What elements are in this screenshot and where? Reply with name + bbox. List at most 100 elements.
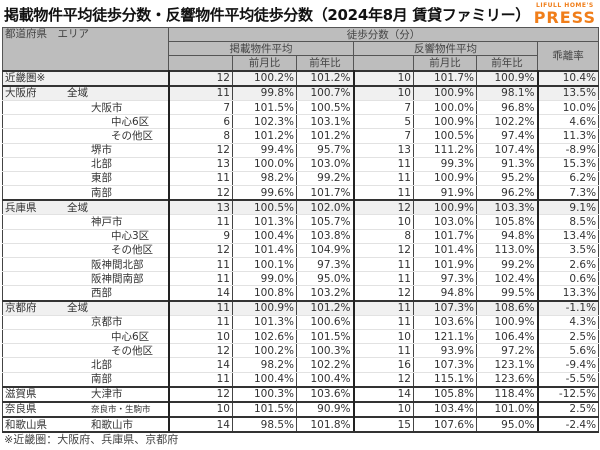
area-cell: 南部 [2,372,170,388]
response-yoy-cell: 99.5% [476,285,539,302]
listed-mom-cell: 99.8% [232,84,297,101]
listed-yoy-cell: 102.0% [296,199,355,216]
area-name: 大津市 [91,388,123,401]
area-name: 大阪市 [91,101,123,114]
listed-count-cell: 8 [168,128,233,144]
listed-mom-cell: 101.2% [232,128,297,144]
area-name: 北部 [91,358,112,371]
area-name: 中心6区 [111,330,150,343]
response-count-cell: 11 [353,157,414,172]
listed-mom-cell: 100.4% [232,229,297,244]
response-yoy-cell: 102.2% [476,114,539,130]
listed-mom-cell: 100.3% [232,385,297,403]
response-yoy-cell: 107.4% [476,143,539,158]
response-yoy-cell: 106.4% [476,329,539,345]
table-row: 阪神間北部 11 100.1% 97.3% 11 101.9% 99.2% 2.6% [2,257,600,273]
gap-rate-cell: 0.6% [536,271,600,287]
response-mom-cell: 100.0% [413,100,477,116]
gap-rate-cell: 4.3% [536,315,600,330]
pref-name: 兵庫県 [5,201,37,214]
listed-yoy-cell: 103.2% [296,285,355,302]
listed-mom-cell: 100.2% [232,69,297,87]
lifull-press-logo: LIFULL HOME'S PRESS [534,2,596,26]
table-row: 和歌山県 和歌山市 14 98.5% 101.8% 15 107.6% 95.0% -2.4% [2,416,600,434]
area-name: 東部 [91,172,112,185]
response-yoy-cell: 97.2% [476,343,539,359]
listed-yoy-cell: 104.9% [296,243,355,259]
listed-yoy-cell: 103.8% [296,229,355,244]
table-body: 近畿圏※ 12 100.2% 101.2% 10 101.7% 100.9% 10.4% 大阪府… [2,69,600,434]
response-mom-cell: 103.4% [413,400,477,418]
table-row: 京都市 11 101.3% 100.6% 11 103.6% 100.9% 4.3% [2,315,600,330]
table-row: 堺市 12 99.4% 95.7% 13 111.2% 107.4% -8.9% [2,143,600,158]
listed-count-cell: 11 [168,315,233,330]
response-mom-cell: 100.9% [413,199,477,216]
area-cell: 大阪府 全域 [2,84,170,101]
listed-count-cell: 11 [168,299,233,316]
response-yoy-cell: 113.0% [476,243,539,259]
area-name: 堺市 [91,144,112,157]
area-cell: 東部 [2,171,170,187]
listed-count-cell: 10 [168,329,233,345]
area-cell: 神戸市 [2,214,170,230]
area-name: 阪神間北部 [91,258,144,271]
listed-mom-cell: 102.3% [232,114,297,130]
listed-yoy-cell: 97.3% [296,257,355,273]
gap-rate-cell: 10.0% [536,100,600,116]
area-cell: 和歌山県 和歌山市 [2,416,170,434]
listed-count-cell: 13 [168,157,233,172]
area-name: 南部 [91,373,112,386]
response-count-cell: 7 [353,100,414,116]
area-cell: 中心6区 [2,329,170,345]
response-mom-cell: 103.6% [413,315,477,330]
listed-yoy-cell: 101.2% [296,299,355,316]
area-name: 阪神間南部 [91,272,144,285]
header-response-count [353,55,414,72]
response-mom-cell: 107.3% [413,357,477,373]
response-mom-cell: 93.9% [413,343,477,359]
response-mom-cell: 101.4% [413,243,477,259]
table-row: その他区 8 101.2% 101.2% 7 100.5% 97.4% 11.3% [2,128,600,144]
listed-yoy-cell: 101.2% [296,69,355,87]
listed-yoy-cell: 101.2% [296,128,355,144]
listed-yoy-cell: 100.3% [296,343,355,359]
area-name: 和歌山市 [91,418,133,431]
gap-rate-cell: 13.3% [536,285,600,302]
listed-mom-cell: 99.0% [232,271,297,287]
area-name: 奈良市・生駒市 [91,404,151,415]
area-cell: 南部 [2,185,170,201]
response-mom-cell: 91.9% [413,185,477,201]
area-cell: 京都市 [2,315,170,330]
area-name: その他区 [111,344,153,357]
header-area: 都道府県 エリア [2,26,169,72]
response-yoy-cell: 105.8% [476,214,539,230]
response-mom-cell: 100.9% [413,114,477,130]
pref-name: 京都府 [5,302,37,315]
response-count-cell: 10 [353,400,414,418]
listed-count-cell: 12 [168,69,233,87]
listed-mom-cell: 101.3% [232,315,297,330]
response-yoy-cell: 100.9% [476,315,539,330]
response-yoy-cell: 95.0% [476,416,539,434]
pref-name: 大阪府 [5,87,37,100]
response-yoy-cell: 102.4% [476,271,539,287]
listed-count-cell: 13 [168,199,233,216]
listed-mom-cell: 101.5% [232,400,297,418]
response-mom-cell: 100.9% [413,171,477,187]
header-listed-avg: 掲載物件平均 [168,41,354,57]
gap-rate-cell: 4.6% [536,114,600,130]
header-listed-yoy: 前年比 [296,55,354,72]
listed-yoy-cell: 95.0% [296,271,355,287]
response-mom-cell: 101.7% [413,69,477,87]
response-count-cell: 11 [353,315,414,330]
listed-count-cell: 14 [168,285,233,302]
area-cell: 北部 [2,357,170,373]
header-response-mom: 前月比 [413,55,477,72]
listed-count-cell: 14 [168,416,233,434]
listed-yoy-cell: 101.5% [296,329,355,345]
gap-rate-cell: 8.5% [536,214,600,230]
area-cell: その他区 [2,243,170,259]
response-count-cell: 11 [353,185,414,201]
table-row: 奈良県 奈良市・生駒市 10 101.5% 90.9% 10 103.4% 101.0% 2.5… [2,400,600,418]
header-response-yoy: 前年比 [476,55,538,72]
